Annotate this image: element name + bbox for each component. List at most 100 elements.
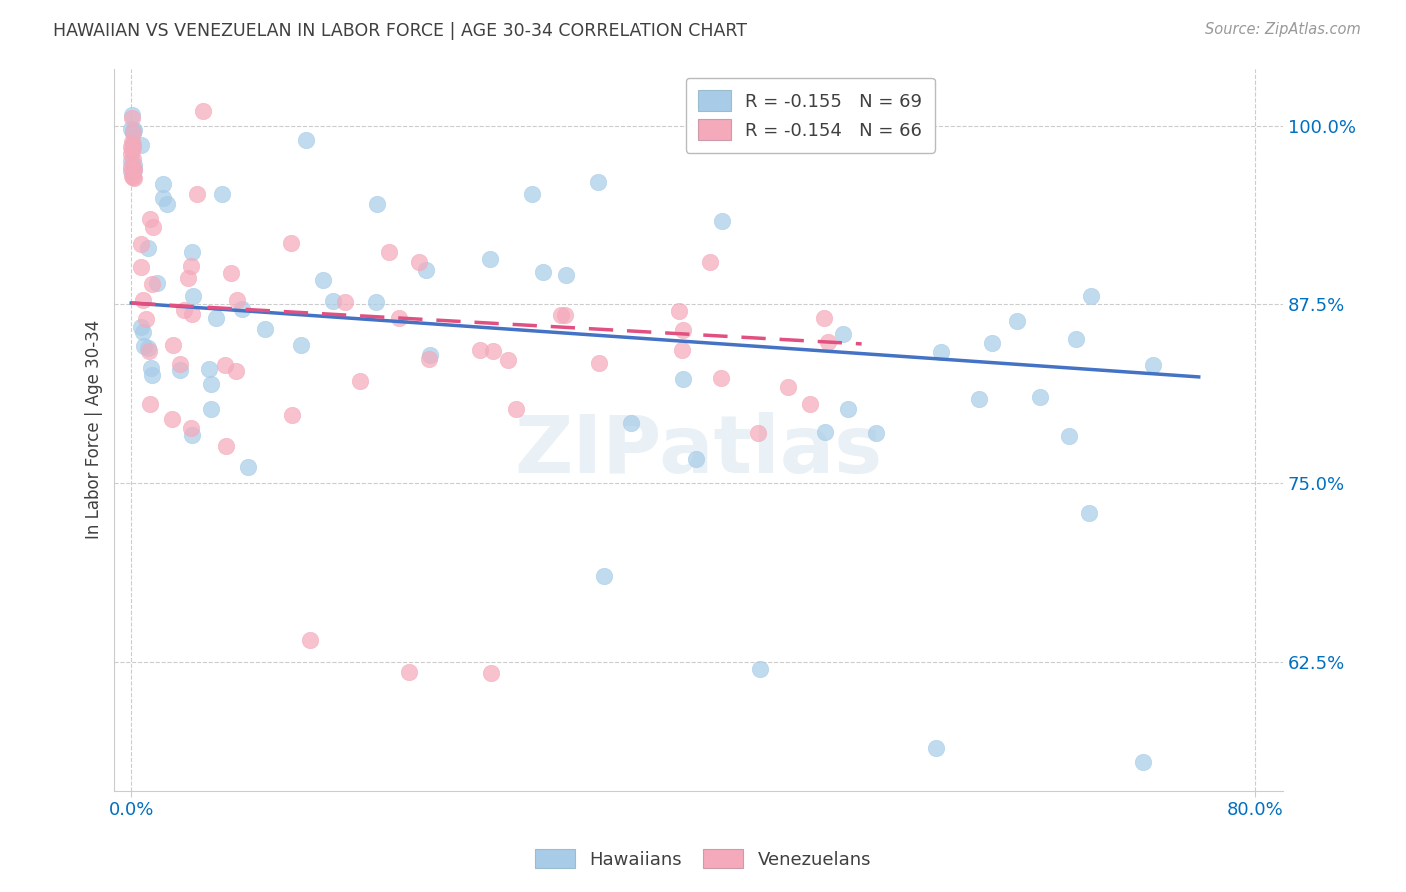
- Point: [177, 271, 200, 285]
- Point: [981, 335, 1004, 350]
- Point: [366, 197, 388, 211]
- Point: [550, 308, 572, 322]
- Point: [152, 191, 174, 205]
- Point: [814, 425, 837, 439]
- Point: [749, 662, 772, 676]
- Point: [129, 237, 152, 252]
- Point: [160, 412, 183, 426]
- Point: [121, 136, 143, 151]
- Point: [173, 302, 195, 317]
- Legend: Hawaiians, Venezuelans: Hawaiians, Venezuelans: [527, 841, 879, 876]
- Point: [186, 187, 208, 202]
- Point: [121, 143, 143, 157]
- Point: [198, 362, 221, 376]
- Point: [181, 244, 204, 259]
- Point: [120, 140, 142, 154]
- Point: [122, 122, 145, 136]
- Point: [139, 361, 162, 376]
- Point: [378, 244, 401, 259]
- Point: [699, 255, 721, 269]
- Point: [138, 343, 160, 358]
- Point: [668, 304, 690, 318]
- Point: [122, 125, 145, 139]
- Text: HAWAIIAN VS VENEZUELAN IN LABOR FORCE | AGE 30-34 CORRELATION CHART: HAWAIIAN VS VENEZUELAN IN LABOR FORCE | …: [53, 22, 748, 40]
- Point: [141, 277, 163, 291]
- Point: [364, 295, 387, 310]
- Point: [588, 356, 610, 370]
- Point: [290, 338, 312, 352]
- Point: [1080, 288, 1102, 302]
- Point: [129, 137, 152, 152]
- Y-axis label: In Labor Force | Age 30-34: In Labor Force | Age 30-34: [86, 320, 103, 539]
- Point: [122, 163, 145, 178]
- Point: [180, 260, 202, 274]
- Point: [468, 343, 491, 358]
- Point: [520, 187, 543, 202]
- Point: [1005, 313, 1028, 327]
- Point: [141, 368, 163, 382]
- Point: [129, 320, 152, 334]
- Point: [200, 377, 222, 392]
- Point: [685, 451, 707, 466]
- Point: [132, 339, 155, 353]
- Point: [747, 425, 769, 440]
- Point: [142, 219, 165, 234]
- Point: [121, 152, 143, 166]
- Point: [121, 169, 143, 183]
- Point: [281, 408, 304, 422]
- Point: [169, 357, 191, 371]
- Point: [322, 293, 344, 308]
- Point: [181, 428, 204, 442]
- Point: [831, 327, 853, 342]
- Point: [181, 289, 204, 303]
- Point: [193, 104, 215, 119]
- Point: [496, 353, 519, 368]
- Point: [1142, 358, 1164, 372]
- Point: [120, 154, 142, 169]
- Point: [925, 740, 948, 755]
- Point: [710, 214, 733, 228]
- Point: [136, 241, 159, 255]
- Point: [294, 133, 316, 147]
- Point: [1132, 755, 1154, 769]
- Point: [146, 277, 169, 291]
- Point: [120, 164, 142, 178]
- Point: [586, 175, 609, 189]
- Point: [799, 397, 821, 411]
- Point: [813, 310, 835, 325]
- Point: [204, 311, 226, 326]
- Point: [152, 177, 174, 191]
- Point: [215, 439, 238, 453]
- Point: [929, 345, 952, 359]
- Point: [555, 268, 578, 282]
- Point: [122, 126, 145, 140]
- Point: [671, 343, 693, 358]
- Point: [415, 263, 437, 277]
- Point: [120, 147, 142, 161]
- Point: [139, 212, 162, 227]
- Point: [672, 372, 695, 386]
- Point: [180, 421, 202, 435]
- Point: [967, 392, 990, 406]
- Point: [253, 321, 276, 335]
- Point: [593, 569, 616, 583]
- Point: [181, 307, 204, 321]
- Point: [1057, 429, 1080, 443]
- Point: [482, 344, 505, 359]
- Text: Source: ZipAtlas.com: Source: ZipAtlas.com: [1205, 22, 1361, 37]
- Point: [408, 254, 430, 268]
- Point: [169, 363, 191, 377]
- Point: [505, 401, 527, 416]
- Point: [221, 266, 243, 280]
- Point: [837, 402, 859, 417]
- Point: [298, 633, 321, 648]
- Point: [200, 402, 222, 417]
- Point: [120, 160, 142, 174]
- Point: [132, 293, 155, 307]
- Point: [122, 158, 145, 172]
- Point: [388, 310, 411, 325]
- Point: [211, 187, 233, 202]
- Legend: R = -0.155   N = 69, R = -0.154   N = 66: R = -0.155 N = 69, R = -0.154 N = 66: [686, 78, 935, 153]
- Point: [554, 308, 576, 322]
- Point: [238, 459, 260, 474]
